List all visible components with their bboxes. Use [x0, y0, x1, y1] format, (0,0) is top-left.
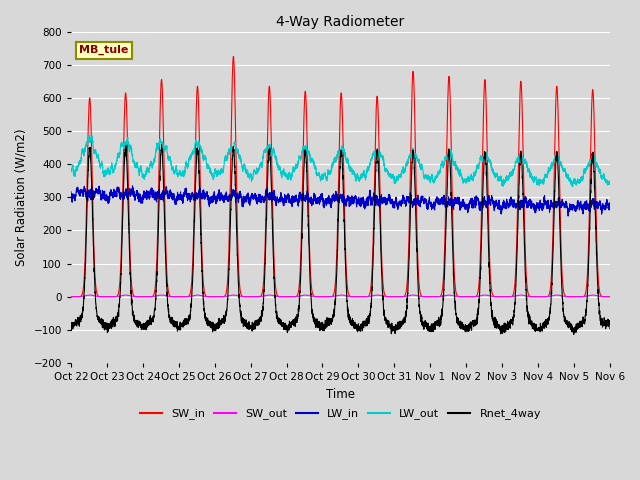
LW_out [461, 178, 469, 183]
LW_out [569, 184, 577, 190]
Rnet_4way [492, 317, 500, 323]
SW_in [492, 294, 500, 300]
SW_in [67, 294, 75, 300]
SW_in [230, 54, 237, 60]
SW_in [461, 294, 469, 300]
LW_out [85, 132, 93, 138]
LW_out [164, 154, 172, 160]
Line: LW_out: LW_out [71, 135, 610, 187]
X-axis label: Time: Time [326, 388, 355, 401]
Rnet_4way [431, 323, 439, 328]
SW_in [606, 294, 614, 300]
Legend: SW_in, SW_out, LW_in, LW_out, Rnet_4way: SW_in, SW_out, LW_in, LW_out, Rnet_4way [136, 404, 545, 424]
Rnet_4way [605, 321, 613, 327]
LW_in [605, 204, 613, 209]
Text: MB_tule: MB_tule [79, 45, 129, 55]
LW_in [461, 204, 469, 209]
Line: SW_out: SW_out [71, 295, 610, 297]
SW_in [431, 294, 439, 300]
LW_in [321, 203, 328, 208]
LW_in [164, 194, 172, 200]
LW_in [67, 189, 75, 194]
SW_out [67, 294, 75, 300]
Line: SW_in: SW_in [71, 57, 610, 297]
LW_out [605, 180, 613, 186]
Rnet_4way [321, 324, 328, 330]
SW_out [431, 294, 439, 300]
LW_in [606, 199, 614, 205]
Line: Rnet_4way: Rnet_4way [71, 144, 610, 335]
SW_in [321, 294, 328, 300]
Y-axis label: Solar Radiation (W/m2): Solar Radiation (W/m2) [15, 129, 28, 266]
LW_in [129, 183, 136, 189]
SW_in [605, 294, 613, 300]
LW_in [431, 198, 439, 204]
SW_out [461, 294, 469, 300]
Rnet_4way [461, 328, 469, 334]
SW_out [605, 294, 613, 300]
Rnet_4way [67, 326, 75, 332]
Title: 4-Way Radiometer: 4-Way Radiometer [276, 15, 404, 29]
Line: LW_in: LW_in [71, 186, 610, 216]
SW_out [606, 294, 614, 300]
Rnet_4way [164, 302, 172, 308]
SW_out [321, 294, 328, 300]
Rnet_4way [570, 332, 577, 337]
LW_out [67, 168, 75, 173]
LW_out [321, 171, 328, 177]
SW_out [164, 293, 172, 299]
LW_out [606, 180, 614, 186]
LW_in [564, 213, 572, 219]
LW_in [492, 200, 500, 205]
LW_out [431, 173, 439, 179]
SW_out [492, 294, 499, 300]
LW_out [492, 172, 500, 178]
SW_out [589, 292, 596, 298]
Rnet_4way [606, 326, 614, 332]
SW_in [164, 284, 172, 290]
Rnet_4way [157, 142, 165, 147]
